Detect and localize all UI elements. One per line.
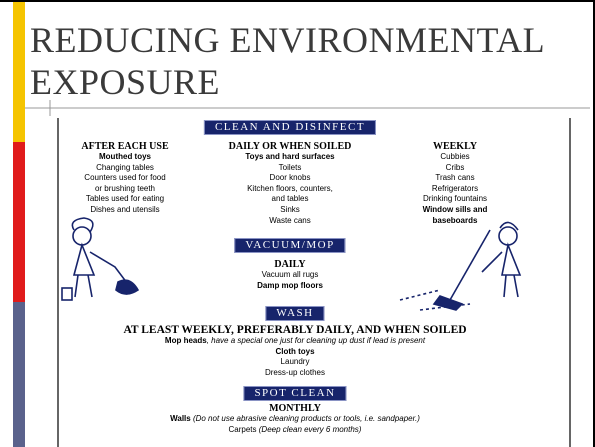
item-line: Laundry (123, 357, 466, 368)
item-text: Sinks (280, 205, 300, 214)
column-heading: AT LEAST WEEKLY, PREFERABLY DAILY, AND W… (123, 325, 466, 336)
section-label: WASH (265, 306, 324, 321)
item-line: Door knobs (229, 173, 352, 184)
item-text: Drinking fountains (423, 194, 487, 203)
item-line: baseboards (423, 216, 488, 227)
item-line: Changing tables (81, 163, 168, 174)
item-text: Toys and hard surfaces (245, 152, 334, 161)
item-line: Toys and hard surfaces (229, 152, 352, 163)
column-heading: WEEKLY (423, 141, 488, 152)
illustration-vacuum (62, 218, 138, 300)
item-text: Mop heads (165, 336, 207, 345)
item-line: Drinking fountains (423, 194, 488, 205)
item-text: Mouthed toys (99, 152, 151, 161)
item-line: Toilets (229, 163, 352, 174)
item-line: Counters used for food (81, 173, 168, 184)
item-line: Sinks (229, 205, 352, 216)
column-heading: MONTHLY (170, 403, 420, 414)
item-line: or brushing teeth (81, 184, 168, 195)
item-text: Cribs (446, 163, 465, 172)
item-text: Waste cans (269, 216, 311, 225)
section-label: SPOT CLEAN (243, 386, 346, 401)
item-line: Cubbies (423, 152, 488, 163)
slide: REDUCING ENVIRONMENTALEXPOSURE CLEAN AND … (0, 0, 595, 447)
title-line: EXPOSURE (30, 62, 220, 102)
item-text: Refrigerators (432, 184, 478, 193)
item-text: Cloth toys (275, 347, 314, 356)
item-text: (Do not use abrasive cleaning products o… (191, 414, 420, 423)
item-text: (Deep clean every 6 months) (259, 425, 362, 434)
item-line: Waste cans (229, 216, 352, 227)
accent-slate (13, 302, 25, 447)
column-heading: DAILY (257, 259, 323, 270)
item-text: Carpets (229, 425, 259, 434)
title-line: REDUCING ENVIRONMENTAL (30, 20, 545, 60)
item-line: and tables (229, 194, 352, 205)
item-text: Door knobs (270, 173, 311, 182)
item-line: Vacuum all rugs (257, 270, 323, 281)
accent-red (13, 142, 25, 302)
item-text: Dishes and utensils (90, 205, 159, 214)
item-line: Dishes and utensils (81, 205, 168, 216)
item-text: Trash cans (435, 173, 474, 182)
item-text: Kitchen floors, counters, (247, 184, 333, 193)
column: AT LEAST WEEKLY, PREFERABLY DAILY, AND W… (123, 325, 466, 378)
accent-yellow (13, 2, 25, 142)
item-text: Vacuum all rugs (262, 270, 319, 279)
item-text: Walls (170, 414, 191, 423)
item-line: Refrigerators (423, 184, 488, 195)
item-text: Changing tables (96, 163, 154, 172)
item-text: Laundry (281, 357, 310, 366)
item-line: Dress-up clothes (123, 368, 466, 379)
item-line: Trash cans (423, 173, 488, 184)
item-line: Kitchen floors, counters, (229, 184, 352, 195)
item-line: Damp mop floors (257, 281, 323, 292)
section-label: VACUUM/MOP (234, 238, 345, 253)
section-label: CLEAN AND DISINFECT (204, 120, 376, 135)
item-text: and tables (272, 194, 309, 203)
item-text: Tables used for eating (86, 194, 164, 203)
item-line: Cloth toys (123, 347, 466, 358)
column-heading: AFTER EACH USE (81, 141, 168, 152)
illustration-mop (400, 222, 520, 310)
item-line: Mouthed toys (81, 152, 168, 163)
item-line: Walls (Do not use abrasive cleaning prod… (170, 414, 420, 425)
item-text: Damp mop floors (257, 281, 323, 290)
item-text: Dress-up clothes (265, 368, 325, 377)
item-line: Mop heads, have a special one just for c… (123, 336, 466, 347)
item-text: baseboards (433, 216, 478, 225)
item-text: or brushing teeth (95, 184, 155, 193)
item-line: Cribs (423, 163, 488, 174)
column-heading: DAILY OR WHEN SOILED (229, 141, 352, 152)
item-line: Tables used for eating (81, 194, 168, 205)
item-text: Cubbies (440, 152, 469, 161)
item-text: , have a special one just for cleaning u… (207, 336, 425, 345)
item-text: Toilets (279, 163, 302, 172)
item-line: Window sills and (423, 205, 488, 216)
item-text: Counters used for food (84, 173, 165, 182)
item-text: Window sills and (423, 205, 488, 214)
item-line: Carpets (Deep clean every 6 months) (170, 425, 420, 436)
